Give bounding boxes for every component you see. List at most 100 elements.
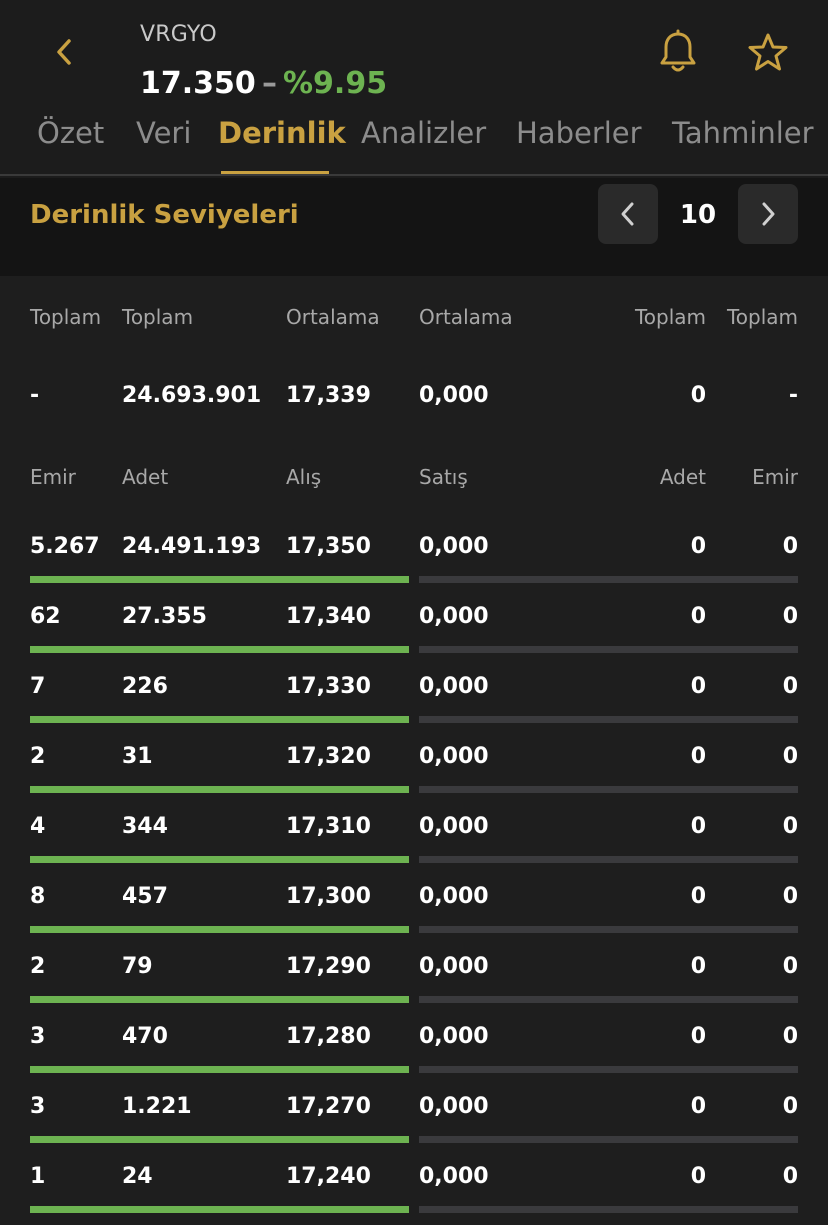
- chevron-left-icon: [621, 202, 634, 226]
- tab-ozet[interactable]: Özet: [37, 116, 105, 150]
- chevron-left-icon: [57, 39, 71, 65]
- bell-icon: [660, 29, 696, 72]
- row-ask-qty: 0: [690, 954, 706, 979]
- row-ask-price: 0,000: [419, 674, 489, 699]
- row-bid-price: 17,350: [286, 534, 371, 559]
- summary-header-bid-avg: Ortalama: [286, 305, 380, 329]
- ask-depth-bar: [419, 576, 798, 583]
- ask-depth-bar: [419, 716, 798, 723]
- row-ask-orders: 0: [782, 954, 798, 979]
- column-header-bid-qty: Adet: [122, 465, 169, 489]
- row-bid-qty: 24.491.193: [122, 534, 262, 559]
- row-ask-price: 0,000: [419, 744, 489, 769]
- ask-depth-bar: [419, 786, 798, 793]
- tab-bar: Özet Veri Derinlik Analizler Haberler Ta…: [0, 108, 828, 176]
- row-ask-qty: 0: [690, 814, 706, 839]
- row-bid-qty: 31: [122, 744, 153, 769]
- ask-depth-bar: [419, 856, 798, 863]
- row-ask-qty: 0: [690, 674, 706, 699]
- row-ask-orders: 0: [782, 674, 798, 699]
- row-bid-price: 17,330: [286, 674, 371, 699]
- app-header: VRGYO 17.350 – %9.95 Özet Veri Derinlik A…: [0, 0, 828, 176]
- tab-derinlik[interactable]: Derinlik: [218, 116, 346, 150]
- row-bid-orders: 3: [30, 1094, 46, 1119]
- row-ask-qty: 0: [690, 744, 706, 769]
- levels-increase-button[interactable]: [738, 184, 798, 244]
- row-ask-qty: 0: [690, 1164, 706, 1189]
- row-bid-orders: 3: [30, 1024, 46, 1049]
- row-bid-price: 17,290: [286, 954, 371, 979]
- depth-table: Toplam Toplam Ortalama Ortalama Toplam T…: [0, 276, 828, 1225]
- column-header-ask-qty: Adet: [659, 465, 706, 489]
- row-bid-price: 17,280: [286, 1024, 371, 1049]
- row-bid-qty: 1.221: [122, 1094, 192, 1119]
- row-ask-price: 0,000: [419, 954, 489, 979]
- tab-analizler[interactable]: Analizler: [361, 116, 487, 150]
- levels-value: 10: [679, 200, 717, 230]
- summary-ask-qty: 0: [690, 383, 706, 408]
- row-ask-qty: 0: [690, 1094, 706, 1119]
- summary-bid-qty: 24.693.901: [122, 383, 262, 408]
- row-bid-orders: 8: [30, 884, 46, 909]
- row-bid-orders: 62: [30, 604, 61, 629]
- ask-depth-bar: [419, 1136, 798, 1143]
- levels-decrease-button[interactable]: [598, 184, 658, 244]
- ask-depth-bar: [419, 646, 798, 653]
- row-bid-orders: 2: [30, 744, 46, 769]
- ask-depth-bar: [419, 996, 798, 1003]
- column-header-ask-orders: Emir: [752, 465, 798, 489]
- row-ask-qty: 0: [690, 534, 706, 559]
- row-ask-price: 0,000: [419, 604, 489, 629]
- bid-depth-bar: [30, 576, 409, 583]
- row-ask-orders: 0: [782, 744, 798, 769]
- tab-haberler[interactable]: Haberler: [516, 116, 642, 150]
- tab-tahminler[interactable]: Tahminler: [672, 116, 814, 150]
- row-bid-price: 17,240: [286, 1164, 371, 1189]
- tab-veri[interactable]: Veri: [136, 116, 192, 150]
- bid-depth-bar: [30, 716, 409, 723]
- ask-depth-bar: [419, 926, 798, 933]
- bid-depth-bar: [30, 996, 409, 1003]
- row-ask-price: 0,000: [419, 1024, 489, 1049]
- row-bid-price: 17,300: [286, 884, 371, 909]
- row-bid-orders: 5.267: [30, 534, 100, 559]
- row-ask-price: 0,000: [419, 534, 489, 559]
- symbol-label: VRGYO: [140, 22, 217, 47]
- favorite-button[interactable]: [744, 28, 792, 76]
- row-bid-price: 17,310: [286, 814, 371, 839]
- summary-bid-orders: -: [30, 383, 40, 408]
- row-bid-qty: 457: [122, 884, 168, 909]
- price-change: – %9.95: [262, 66, 387, 101]
- row-ask-price: 0,000: [419, 814, 489, 839]
- alert-button[interactable]: [654, 26, 702, 78]
- bid-depth-bar: [30, 1136, 409, 1143]
- row-ask-qty: 0: [690, 604, 706, 629]
- change-dash: –: [262, 66, 277, 101]
- column-header-bid-price: Alış: [286, 465, 322, 489]
- depth-levels-bar: Derinlik Seviyeleri 10: [0, 178, 828, 276]
- section-title: Derinlik Seviyeleri: [30, 200, 299, 230]
- row-bid-price: 17,320: [286, 744, 371, 769]
- summary-header-bid-orders: Toplam: [30, 305, 102, 329]
- row-ask-orders: 0: [782, 1094, 798, 1119]
- last-price: 17.350: [140, 66, 256, 101]
- summary-header-ask-avg: Ortalama: [419, 305, 513, 329]
- row-ask-orders: 0: [782, 534, 798, 559]
- row-bid-price: 17,270: [286, 1094, 371, 1119]
- bid-depth-bar: [30, 1206, 409, 1213]
- star-icon: [748, 33, 788, 71]
- row-ask-orders: 0: [782, 1024, 798, 1049]
- bid-depth-bar: [30, 926, 409, 933]
- ask-depth-bar: [419, 1066, 798, 1073]
- column-header-ask-price: Satış: [419, 465, 468, 489]
- column-header-bid-orders: Emir: [30, 465, 76, 489]
- row-bid-qty: 79: [122, 954, 153, 979]
- back-button[interactable]: [44, 30, 84, 74]
- summary-header-ask-qty: Toplam: [634, 305, 706, 329]
- ask-depth-bar: [419, 1206, 798, 1213]
- row-ask-orders: 0: [782, 814, 798, 839]
- row-bid-orders: 7: [30, 674, 46, 699]
- bid-depth-bar: [30, 856, 409, 863]
- row-ask-orders: 0: [782, 884, 798, 909]
- row-bid-qty: 226: [122, 674, 168, 699]
